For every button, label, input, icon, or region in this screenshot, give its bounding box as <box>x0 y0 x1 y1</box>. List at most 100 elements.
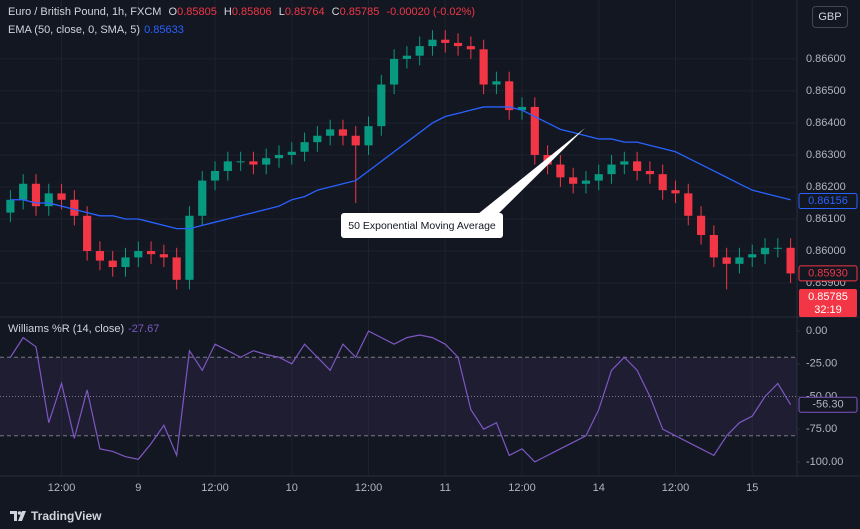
y-tick-label: 0.86600 <box>806 53 846 65</box>
ohlc-value: 0.85806 <box>231 6 272 18</box>
callout-text: 50 Exponential Moving Average <box>348 220 496 232</box>
callout-box <box>341 213 503 238</box>
y-tick-label: -25.00 <box>806 358 837 370</box>
x-tick-label: 14 <box>593 482 605 494</box>
candle-body <box>223 161 232 171</box>
x-tick-label: 12:00 <box>48 482 76 494</box>
last-price: 0.85785 <box>808 291 848 303</box>
indicator-value: -27.67 <box>128 323 160 335</box>
x-tick-label: 11 <box>440 482 451 494</box>
countdown: 32:19 <box>814 304 842 316</box>
candle-body <box>709 234 718 258</box>
y-tick-label: 0.86200 <box>806 181 846 193</box>
indicator-value-label: -56.30 <box>812 399 843 411</box>
candle-body <box>505 81 514 111</box>
candle-body <box>6 199 15 213</box>
ema-value: 0.85633 <box>144 24 184 36</box>
candle-body <box>210 170 220 181</box>
y-tick-label: 0.86300 <box>806 149 846 161</box>
candle-body <box>146 251 156 255</box>
candle-body <box>402 55 411 59</box>
price-label-box <box>798 193 858 210</box>
candle-body <box>453 42 463 47</box>
candle-body <box>198 180 207 216</box>
candle-body <box>390 58 399 85</box>
ohlc-value: 0.85764 <box>284 6 325 18</box>
candle-body <box>108 260 117 268</box>
price-label-box <box>798 265 858 282</box>
candle-body <box>569 177 578 184</box>
candle-body <box>492 81 501 85</box>
candle-body <box>722 257 731 264</box>
candle-body <box>287 151 296 155</box>
logo: TradingView <box>10 509 101 523</box>
logo-text: TradingView <box>31 509 102 523</box>
y-tick-label: -75.00 <box>806 423 837 435</box>
candle-body <box>338 129 348 136</box>
candle-body <box>326 129 335 136</box>
candle-body <box>671 190 680 194</box>
logo-icon <box>10 511 26 521</box>
candle-body <box>159 254 168 258</box>
y-tick-label: 0.86400 <box>806 117 846 129</box>
candle-body <box>581 180 591 184</box>
ohlc-value: 0.85805 <box>177 6 217 18</box>
candle-body <box>185 215 194 280</box>
symbol-legend: Euro / British Pound, 1h, FXCM O0.85805 … <box>8 6 479 18</box>
candle-body <box>773 247 782 249</box>
ohlc-key: O <box>168 6 178 18</box>
candle-body <box>786 247 795 274</box>
y-tick-label: -100.00 <box>806 456 843 468</box>
candle-body <box>262 158 271 165</box>
williams-legend: Williams %R (14, close) -27.67 <box>8 323 163 335</box>
candle-body <box>31 183 41 207</box>
ema-name: EMA (50, close, 0, SMA, 5) <box>8 24 141 36</box>
x-tick-label: 12:00 <box>662 482 690 494</box>
band-fill <box>0 357 797 436</box>
candle-body <box>364 126 373 146</box>
candle-body <box>44 193 53 207</box>
candle-body <box>236 161 245 163</box>
candle-body <box>134 251 143 258</box>
candle-body <box>594 174 603 181</box>
candle-body <box>70 199 79 216</box>
candle-body <box>684 193 693 216</box>
candle-body <box>556 164 565 178</box>
candle-body <box>95 251 105 261</box>
candle-body <box>249 161 258 165</box>
x-tick-label: 12:00 <box>355 482 383 494</box>
indicator-line <box>9 330 792 463</box>
ohlc-key: C <box>331 6 340 18</box>
indicator-name: Williams %R (14, close) <box>8 323 125 335</box>
candle-body <box>83 215 92 252</box>
candle-body <box>760 247 770 255</box>
candle-body <box>428 39 437 47</box>
change: -0.00020 (-0.02%) <box>386 6 476 18</box>
candle-body <box>172 257 181 280</box>
candle-body <box>696 215 706 235</box>
last-price-box <box>799 289 857 317</box>
candle-body <box>57 193 66 200</box>
candle-body <box>441 39 450 43</box>
candle-body <box>274 154 284 159</box>
ohlc-value: 0.85785 <box>339 6 380 18</box>
y-tick-label: 0.86500 <box>806 85 846 97</box>
indicator-value-box <box>798 396 858 413</box>
currency-button[interactable]: GBP <box>812 6 848 28</box>
candle-body <box>479 49 488 85</box>
price-label: 0.85930 <box>808 267 848 279</box>
ohlc-key: H <box>223 6 232 18</box>
candle-body <box>415 46 424 56</box>
x-tick-label: 9 <box>135 482 141 494</box>
candle-body <box>645 170 655 175</box>
candle-body <box>351 135 360 146</box>
x-tick-label: 10 <box>286 482 298 494</box>
y-tick-label: 0.86100 <box>806 213 846 225</box>
candle-body <box>607 164 616 175</box>
candle-body <box>121 257 130 268</box>
x-tick-label: 15 <box>746 482 758 494</box>
y-tick-label: 0.86000 <box>806 245 846 257</box>
y-tick-label: 0.00 <box>806 325 827 337</box>
candle-body <box>19 183 28 200</box>
